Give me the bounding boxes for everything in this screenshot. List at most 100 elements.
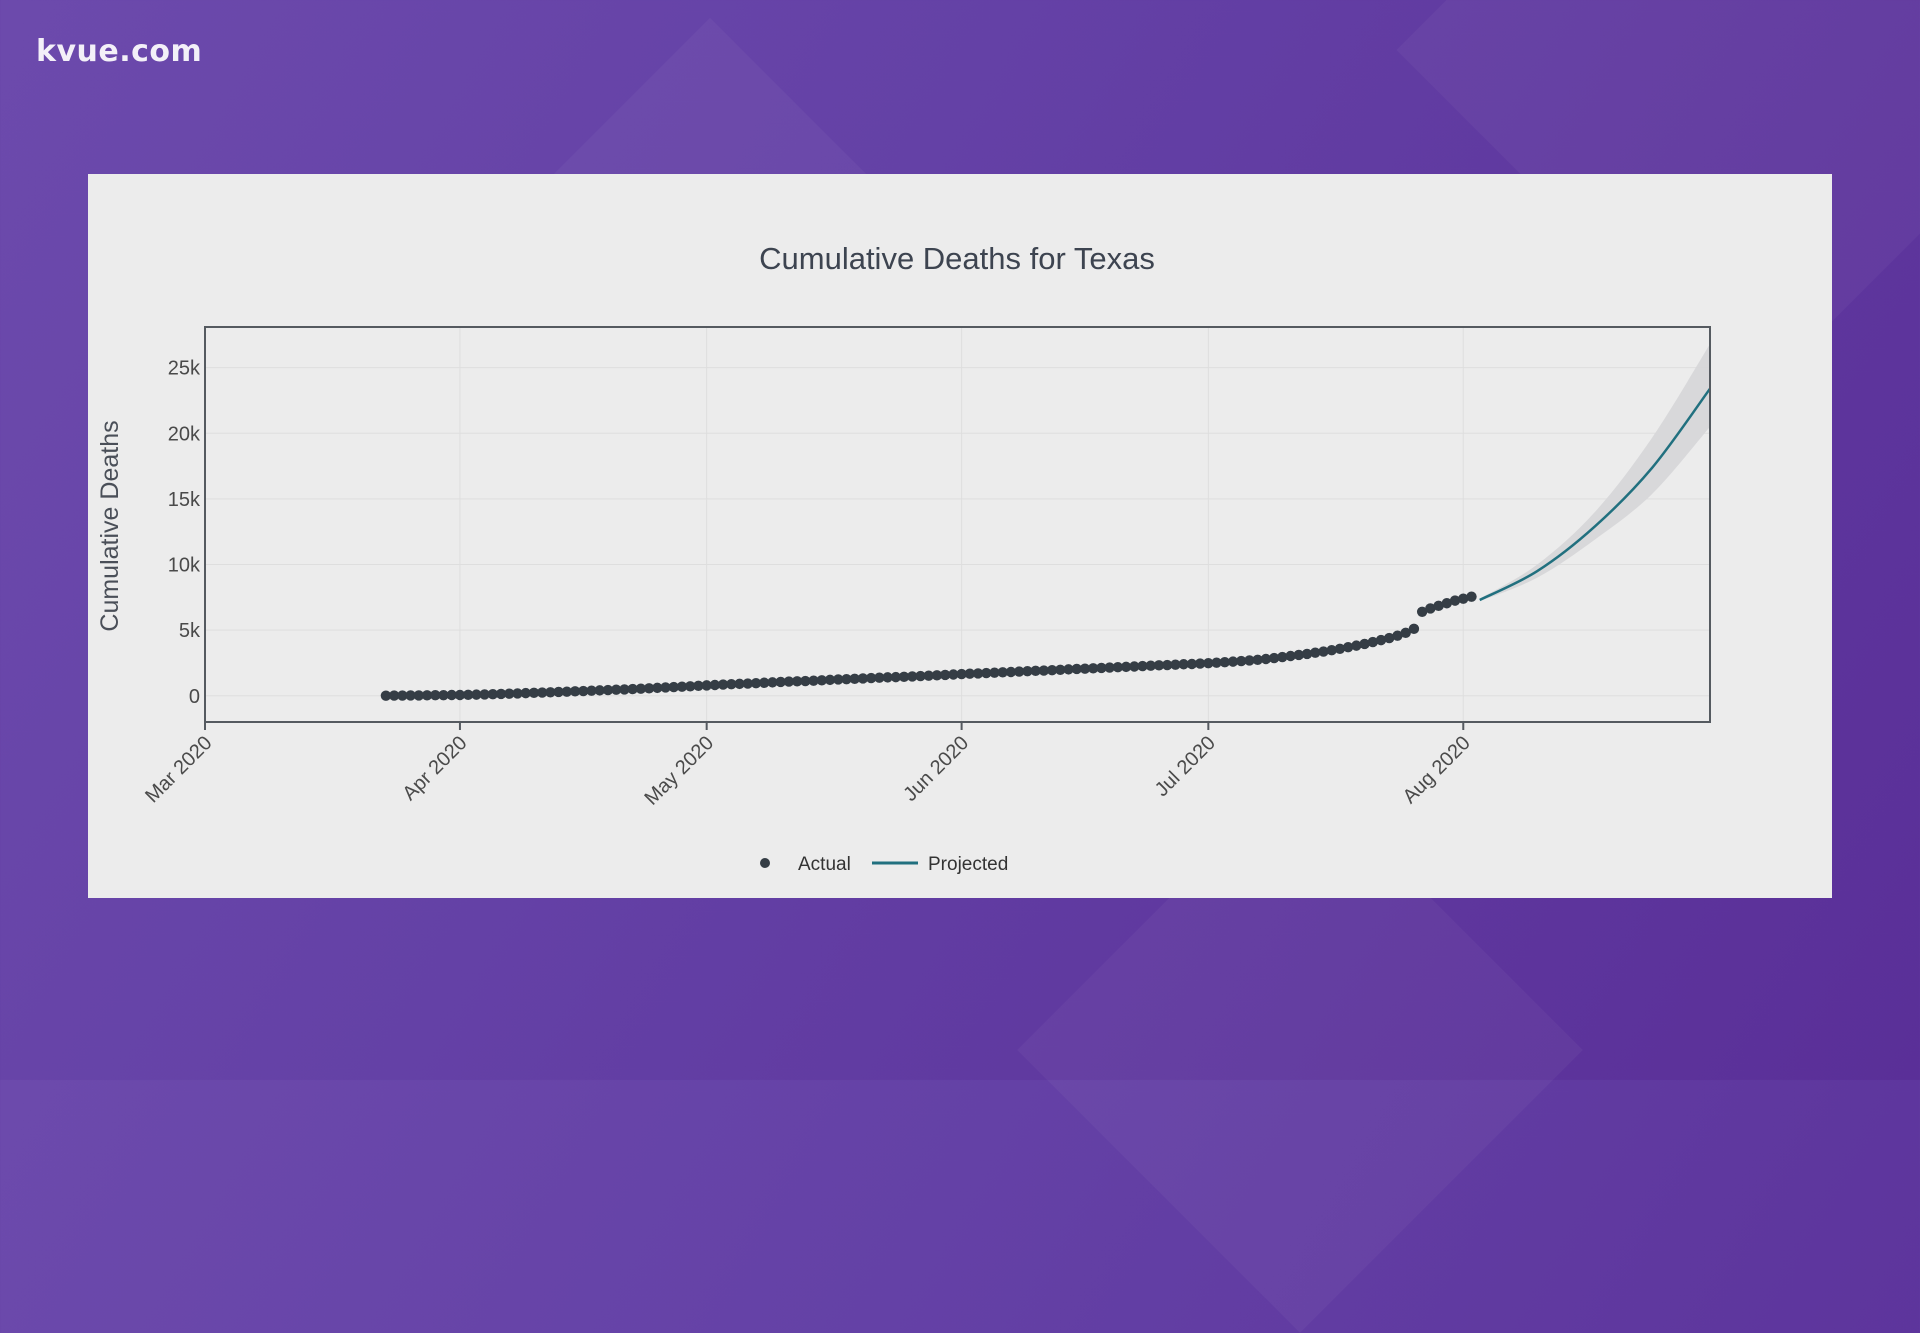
actual-data-point [898, 671, 910, 683]
actual-data-point [857, 673, 869, 684]
actual-data-point [939, 669, 951, 681]
y-tick-label: 0 [189, 686, 200, 708]
actual-data-point [462, 689, 474, 701]
actual-data-point [405, 690, 416, 701]
actual-data-point [643, 683, 655, 694]
actual-data-point [750, 677, 762, 689]
actual-data-point [1384, 632, 1395, 644]
actual-data-point [1186, 658, 1198, 670]
actual-data-point [972, 668, 984, 679]
actual-data-point [1153, 660, 1165, 671]
actual-data-point [1194, 658, 1206, 669]
actual-data-point [1063, 664, 1074, 675]
projection-confidence-band [1479, 344, 1710, 602]
actual-data-point [553, 686, 564, 698]
actual-data-point [397, 690, 408, 701]
actual-data-point [1326, 645, 1337, 656]
actual-data-point [808, 675, 819, 686]
legend-actual-label: Actual [798, 854, 851, 875]
actual-data-point [627, 683, 638, 695]
actual-data-point [1236, 655, 1247, 667]
actual-data-point [915, 670, 926, 682]
actual-data-point [833, 674, 844, 685]
actual-data-point [1129, 661, 1140, 672]
x-tick-label: Aug 2020 [1399, 732, 1475, 808]
actual-data-point [1367, 636, 1379, 648]
actual-data-point [693, 680, 704, 691]
actual-data-point [380, 690, 392, 701]
actual-data-point [602, 684, 614, 696]
chart: Cumulative Deaths for Texas Cumulative D… [96, 241, 1712, 875]
actual-data-point [890, 671, 902, 683]
kvue-logo: kvue.com [36, 34, 203, 69]
y-tick-label: 15k [168, 489, 201, 511]
actual-data-point [726, 679, 737, 690]
actual-data-point [676, 681, 688, 692]
actual-data-point [1137, 660, 1148, 672]
actual-data-point [594, 685, 605, 696]
x-tick-label: Jun 2020 [899, 732, 973, 806]
chart-title: Cumulative Deaths for Texas [759, 241, 1155, 276]
actual-data-point [1408, 623, 1420, 635]
actual-data-point [709, 679, 721, 691]
actual-data-point [1301, 648, 1313, 660]
actual-data-point [1392, 630, 1403, 641]
actual-data-point [1293, 649, 1304, 661]
actual-data-point [1211, 657, 1222, 668]
actual-data-point [1170, 659, 1181, 670]
actual-data-point [1441, 598, 1453, 609]
actual-data-point [668, 681, 679, 693]
y-tick-label: 5k [179, 620, 201, 642]
actual-data-point [471, 689, 482, 700]
actual-data-point [479, 689, 490, 700]
actual-data-point [1359, 638, 1370, 650]
actual-data-point [1416, 606, 1428, 617]
actual-data-point [997, 667, 1008, 678]
actual-data-point [1071, 663, 1082, 675]
actual-data-point [504, 688, 515, 699]
actual-data-point [430, 690, 441, 701]
actual-data-point [742, 678, 753, 689]
actual-data-point [1449, 595, 1461, 606]
actual-data-point [1318, 646, 1329, 657]
actual-data-point [685, 681, 696, 692]
actual-data-point [1285, 650, 1296, 662]
plot-frame [204, 326, 1711, 723]
actual-data-point [931, 670, 943, 681]
actual-data-point [619, 684, 630, 695]
actual-data-point [783, 676, 795, 687]
actual-data-point [1096, 662, 1107, 674]
actual-data-point [734, 678, 745, 690]
y-axis-label: Cumulative Deaths [96, 420, 124, 631]
legend: Actual Projected [760, 854, 1008, 875]
actual-data-point [824, 674, 836, 686]
actual-data-point [1178, 659, 1189, 670]
actual-data-point [545, 687, 556, 698]
actual-data-point [948, 669, 959, 680]
actual-data-point [907, 671, 918, 682]
actual-data-point [495, 688, 507, 700]
actual-data-point [989, 667, 1000, 678]
x-tick-label: Apr 2020 [399, 732, 472, 805]
actual-data-point [775, 676, 786, 688]
actual-data-point [1203, 658, 1214, 669]
y-tick-label: 25k [168, 358, 201, 380]
actual-data-point [1458, 593, 1469, 604]
actual-data-point [569, 686, 581, 697]
actual-data-point [520, 687, 531, 699]
actual-data-point [1005, 666, 1017, 678]
actual-data-point [1425, 603, 1436, 614]
actual-data-point [1252, 654, 1263, 665]
actual-data-point [1087, 663, 1099, 674]
actual-data-point [388, 690, 400, 701]
actual-data-point [981, 667, 992, 679]
actual-data-point [865, 672, 877, 684]
y-tick-label: 20k [168, 423, 201, 445]
x-tick-label: Jul 2020 [1151, 732, 1220, 801]
actual-data-point [1104, 662, 1115, 673]
x-tick-label: May 2020 [641, 732, 719, 810]
actual-data-point [800, 675, 811, 687]
actual-data-point [1310, 647, 1321, 658]
chart-panel: Cumulative Deaths for Texas Cumulative D… [88, 174, 1832, 898]
actual-data-point [1079, 663, 1091, 674]
